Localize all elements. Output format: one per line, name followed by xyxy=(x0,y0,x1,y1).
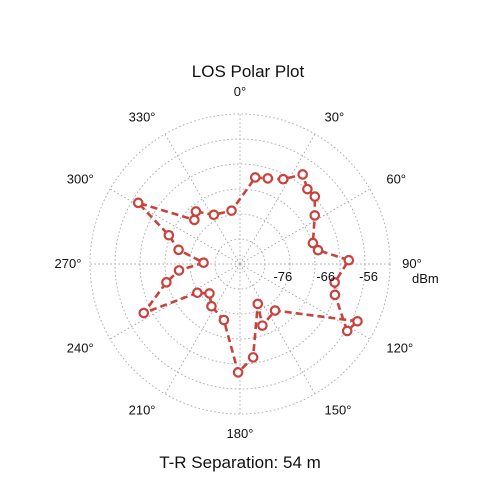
data-point xyxy=(218,314,230,326)
data-point xyxy=(302,183,313,195)
data-point xyxy=(192,287,203,299)
angle-tick-label: 330° xyxy=(129,110,156,125)
angle-tick-label: 120° xyxy=(386,341,413,356)
data-point xyxy=(198,257,209,269)
polar-grid xyxy=(89,113,391,415)
data-point xyxy=(312,244,324,256)
angle-spoke xyxy=(239,263,316,395)
data-point xyxy=(190,206,202,217)
radial-tick-label: -56 xyxy=(359,269,378,284)
data-point xyxy=(352,316,363,327)
angle-tick-label: 270° xyxy=(55,256,82,271)
angle-spoke xyxy=(239,188,371,265)
data-point xyxy=(307,237,319,249)
data-point xyxy=(208,209,220,221)
angle-spoke xyxy=(164,263,241,395)
angle-tick-label: 180° xyxy=(227,426,254,441)
data-point xyxy=(309,191,321,202)
data-point xyxy=(232,367,244,378)
data-point xyxy=(341,325,353,337)
data-point xyxy=(277,173,289,185)
chart-subtitle: T-R Separation: 54 m xyxy=(159,453,321,472)
data-point xyxy=(329,289,341,301)
data-point xyxy=(206,300,217,312)
data-point xyxy=(252,298,264,310)
polar-grid-ring xyxy=(189,213,291,315)
data-point xyxy=(297,169,308,180)
polar-grid-ring xyxy=(89,113,391,415)
radial-unit-label: dBm xyxy=(412,271,439,286)
angle-tick-label: 150° xyxy=(325,402,352,417)
data-point xyxy=(173,265,185,276)
angle-tick-label: 90° xyxy=(402,256,422,271)
data-point xyxy=(132,197,144,209)
angle-tick-label: 0° xyxy=(234,84,246,99)
angle-tick-label: 30° xyxy=(325,110,345,125)
angle-spoke xyxy=(109,188,241,265)
angle-tick-label: 60° xyxy=(386,172,406,187)
chart-title: LOS Polar Plot xyxy=(192,62,305,81)
data-point xyxy=(269,305,281,316)
data-point xyxy=(163,229,175,241)
data-point xyxy=(204,288,215,299)
angle-tick-label: 210° xyxy=(129,402,156,417)
data-point xyxy=(247,352,259,363)
data-point xyxy=(226,205,237,216)
data-point xyxy=(329,277,340,288)
data-point xyxy=(343,254,355,266)
data-point xyxy=(309,210,321,221)
radial-tick-label: -76 xyxy=(273,269,292,284)
angle-spoke xyxy=(164,133,241,265)
angle-tick-label: 240° xyxy=(67,341,94,356)
radial-tick-label: -66 xyxy=(316,269,335,284)
data-point xyxy=(161,277,172,288)
data-point xyxy=(249,172,261,183)
data-point xyxy=(138,307,150,319)
angle-spoke xyxy=(109,263,241,340)
angle-spoke xyxy=(239,133,316,265)
polar-grid-ring xyxy=(164,188,316,340)
data-point xyxy=(262,173,274,184)
data-point xyxy=(173,244,184,256)
data-point xyxy=(257,320,268,331)
angle-tick-label: 300° xyxy=(67,172,94,187)
axis-labels: 0° 30° 60° 90° 120° 150° 180° 210° 240° 270° 300° 3… xyxy=(55,84,439,441)
series-layer xyxy=(132,169,363,378)
data-point xyxy=(189,214,200,226)
